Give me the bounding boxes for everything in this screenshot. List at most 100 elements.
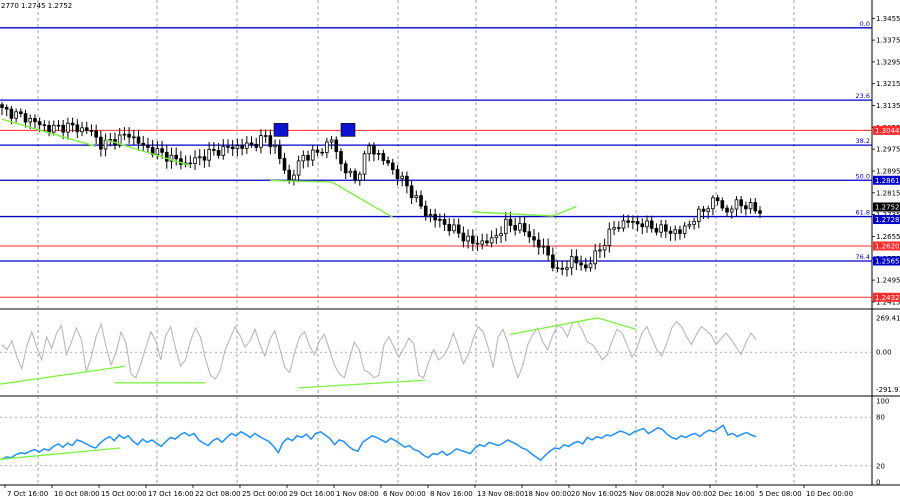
candle	[89, 124, 94, 137]
candle-body-bullish	[593, 250, 598, 265]
candle-body-bearish	[522, 223, 527, 233]
price-panel	[0, 0, 872, 308]
candle	[607, 222, 612, 253]
candle	[108, 132, 113, 147]
price-tick-label: 1.2655	[876, 233, 900, 241]
candle-body-bearish	[353, 170, 357, 181]
candle	[701, 206, 706, 219]
oscillator-tick-label: -291.9114	[876, 386, 900, 394]
candle	[136, 129, 141, 151]
time-tick-label: 28 Nov 00:00	[665, 490, 712, 498]
candle-body-bullish	[348, 170, 353, 174]
candle-body-bullish	[103, 139, 108, 150]
candle-body-bearish	[61, 124, 66, 133]
candle	[725, 204, 729, 217]
time-tick-label: 6 Nov 00:00	[383, 490, 426, 498]
candle-body-bullish	[362, 153, 367, 175]
candle	[466, 229, 470, 249]
candle	[141, 135, 146, 152]
candle	[23, 109, 28, 128]
price-box-label: 1.2432	[875, 294, 900, 302]
time-tick-label: 2 Dec 16:00	[712, 490, 755, 498]
candlesticks	[0, 102, 762, 277]
candle	[631, 215, 635, 230]
candle-body-bearish	[701, 208, 706, 212]
time-tick-label: 5 Dec 08:00	[759, 490, 802, 498]
candle	[635, 215, 640, 232]
price-tick-label: 1.3215	[876, 80, 900, 88]
candle-body-bullish	[221, 146, 226, 156]
candle-body-bearish	[164, 151, 169, 162]
candle-body-bearish	[678, 229, 682, 234]
candle-body-bearish	[160, 148, 164, 153]
candle-body-bearish	[475, 242, 480, 245]
candle	[329, 136, 334, 150]
candle-body-bearish	[715, 197, 720, 202]
candle-body-bearish	[372, 145, 376, 155]
candle-body-bearish	[334, 139, 339, 152]
candle-body-bearish	[508, 218, 513, 226]
candle-body-bearish	[19, 111, 23, 114]
candle	[758, 206, 762, 219]
candle	[696, 205, 701, 229]
candle-body-bullish	[452, 224, 456, 232]
candle-body-bearish	[89, 130, 94, 132]
candle	[188, 155, 193, 169]
candle-body-bullish	[235, 145, 240, 150]
candle-body-bearish	[579, 262, 583, 266]
candle-body-bullish	[325, 141, 329, 153]
candle	[66, 117, 70, 140]
candle-body-bullish	[565, 267, 569, 270]
candle	[423, 200, 428, 221]
candle	[263, 129, 268, 143]
candle	[668, 226, 673, 241]
candle	[372, 142, 376, 162]
candle-body-bullish	[296, 160, 301, 176]
candle	[254, 137, 259, 152]
candle-body-bullish	[51, 124, 56, 133]
candle-body-bearish	[419, 195, 423, 207]
candle	[536, 232, 541, 255]
candle	[640, 218, 645, 235]
candle	[9, 105, 14, 125]
candle-body-bearish	[99, 136, 103, 150]
candle-body-bearish	[616, 227, 621, 229]
candle-body-bullish	[607, 228, 612, 246]
candle-body-bearish	[84, 127, 89, 132]
price-tick-label: 1.2495	[876, 277, 900, 285]
candle	[33, 114, 37, 130]
candle-body-bearish	[555, 267, 560, 270]
candle	[494, 228, 499, 245]
candle-body-bearish	[386, 160, 390, 164]
candle	[169, 147, 174, 169]
candle-body-bearish	[146, 144, 150, 148]
candle	[390, 158, 395, 175]
candle-body-bullish	[400, 175, 404, 180]
rsi-tick-label: 20	[876, 462, 885, 470]
candle	[574, 249, 579, 271]
rsi-tick-label: 80	[876, 414, 885, 422]
candle-body-bearish	[720, 200, 725, 209]
candle	[70, 117, 75, 133]
price-tick-label: 1.2815	[876, 189, 900, 197]
price-box: 1.2861	[873, 175, 900, 185]
candle	[202, 149, 207, 168]
candle-body-bearish	[23, 113, 28, 123]
candle	[259, 129, 263, 154]
rsi-tick-label: 100	[876, 398, 889, 406]
candle	[367, 142, 372, 162]
candle-body-bearish	[664, 224, 668, 232]
candle-body-bearish	[188, 162, 193, 165]
candle-body-bullish	[367, 145, 372, 155]
candle-body-bearish	[640, 223, 645, 228]
candle-body-bullish	[687, 223, 692, 227]
candle-body-bullish	[80, 127, 84, 133]
candle-body-bearish	[263, 135, 268, 137]
candle-body-bullish	[301, 155, 306, 162]
price-box-label: 1.2565	[875, 258, 900, 266]
candle	[400, 171, 404, 187]
candle-body-bullish	[489, 237, 494, 244]
candle	[513, 217, 517, 236]
candle	[325, 137, 329, 159]
